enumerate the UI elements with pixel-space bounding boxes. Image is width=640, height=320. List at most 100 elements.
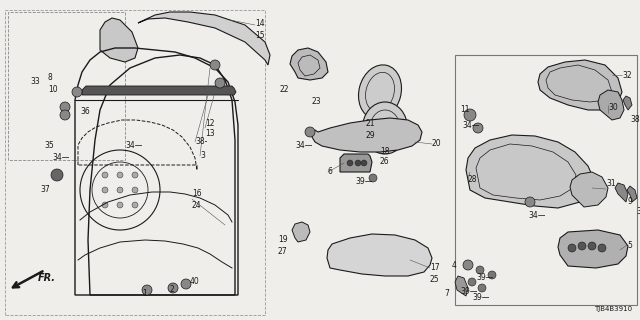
- Polygon shape: [615, 183, 628, 202]
- Circle shape: [525, 197, 535, 207]
- Polygon shape: [570, 172, 608, 207]
- Text: 16: 16: [192, 189, 202, 198]
- Text: 36: 36: [80, 108, 90, 116]
- Text: 26: 26: [380, 157, 390, 166]
- Circle shape: [168, 283, 178, 293]
- Text: 34—: 34—: [125, 140, 142, 149]
- Polygon shape: [82, 86, 236, 95]
- Text: 23: 23: [312, 98, 322, 107]
- Polygon shape: [290, 48, 328, 80]
- Circle shape: [588, 242, 596, 250]
- Polygon shape: [138, 12, 270, 65]
- Circle shape: [476, 266, 484, 274]
- Text: 38-: 38-: [195, 138, 207, 147]
- Text: 8: 8: [48, 74, 52, 83]
- Text: 37: 37: [40, 186, 50, 195]
- Circle shape: [117, 202, 123, 208]
- Circle shape: [215, 78, 225, 88]
- Text: 11: 11: [460, 106, 470, 115]
- Text: 13: 13: [205, 129, 214, 138]
- Circle shape: [347, 160, 353, 166]
- Text: 5: 5: [627, 241, 632, 250]
- Circle shape: [132, 202, 138, 208]
- Polygon shape: [340, 154, 372, 172]
- Circle shape: [361, 160, 367, 166]
- Circle shape: [598, 244, 606, 252]
- Ellipse shape: [362, 102, 408, 154]
- Text: 32: 32: [622, 70, 632, 79]
- Circle shape: [578, 242, 586, 250]
- Text: 27: 27: [278, 247, 287, 257]
- Text: 21: 21: [366, 119, 376, 129]
- Text: 39—: 39—: [472, 293, 490, 302]
- Circle shape: [102, 187, 108, 193]
- Text: 24: 24: [192, 201, 202, 210]
- Circle shape: [132, 187, 138, 193]
- Circle shape: [473, 123, 483, 133]
- Polygon shape: [312, 118, 422, 152]
- Ellipse shape: [358, 65, 401, 119]
- Circle shape: [51, 169, 63, 181]
- Text: 19: 19: [278, 236, 287, 244]
- Text: 33: 33: [30, 77, 40, 86]
- Circle shape: [210, 60, 220, 70]
- Text: 38: 38: [636, 207, 640, 217]
- Circle shape: [488, 271, 496, 279]
- Polygon shape: [623, 96, 632, 110]
- Circle shape: [102, 172, 108, 178]
- Text: 7: 7: [444, 290, 449, 299]
- Text: 10: 10: [48, 85, 58, 94]
- Text: FR.: FR.: [38, 273, 56, 283]
- Circle shape: [117, 187, 123, 193]
- Text: 34—: 34—: [462, 121, 479, 130]
- Polygon shape: [327, 234, 432, 276]
- Polygon shape: [627, 186, 637, 202]
- Text: 34—: 34—: [528, 211, 545, 220]
- Text: 28: 28: [468, 175, 477, 185]
- Circle shape: [132, 172, 138, 178]
- Polygon shape: [455, 276, 468, 296]
- Circle shape: [142, 285, 152, 295]
- Text: 35: 35: [44, 140, 54, 149]
- Circle shape: [478, 284, 486, 292]
- Text: 20: 20: [432, 140, 442, 148]
- Text: 17: 17: [430, 263, 440, 273]
- Circle shape: [117, 172, 123, 178]
- Text: 22: 22: [280, 85, 289, 94]
- Polygon shape: [598, 90, 624, 120]
- Text: 3: 3: [200, 151, 205, 161]
- Circle shape: [72, 87, 82, 97]
- Text: 29: 29: [366, 131, 376, 140]
- Polygon shape: [292, 222, 310, 242]
- Circle shape: [102, 202, 108, 208]
- Circle shape: [181, 279, 191, 289]
- Text: 1: 1: [142, 290, 147, 299]
- Circle shape: [568, 244, 576, 252]
- Polygon shape: [538, 60, 622, 110]
- Text: 9: 9: [628, 197, 633, 206]
- Circle shape: [355, 160, 361, 166]
- Text: 40: 40: [190, 277, 200, 286]
- Circle shape: [463, 260, 473, 270]
- Bar: [455, 55, 637, 305]
- Text: TJB4B3910: TJB4B3910: [594, 306, 632, 312]
- Text: 15: 15: [255, 31, 264, 41]
- Polygon shape: [558, 230, 628, 268]
- Text: 4: 4: [452, 260, 457, 269]
- Text: 25: 25: [430, 276, 440, 284]
- Circle shape: [468, 278, 476, 286]
- Circle shape: [369, 174, 377, 182]
- Circle shape: [305, 127, 315, 137]
- Text: 39—: 39—: [460, 287, 477, 297]
- Text: 12: 12: [205, 118, 214, 127]
- Circle shape: [60, 102, 70, 112]
- Text: 38: 38: [630, 116, 639, 124]
- Polygon shape: [100, 18, 138, 62]
- Text: 39—: 39—: [476, 274, 493, 283]
- Text: 34—: 34—: [52, 154, 69, 163]
- Circle shape: [464, 109, 476, 121]
- Text: 2: 2: [170, 285, 175, 294]
- Text: 6: 6: [328, 167, 333, 177]
- Text: 34—: 34—: [295, 140, 312, 149]
- Text: 31: 31: [606, 180, 616, 188]
